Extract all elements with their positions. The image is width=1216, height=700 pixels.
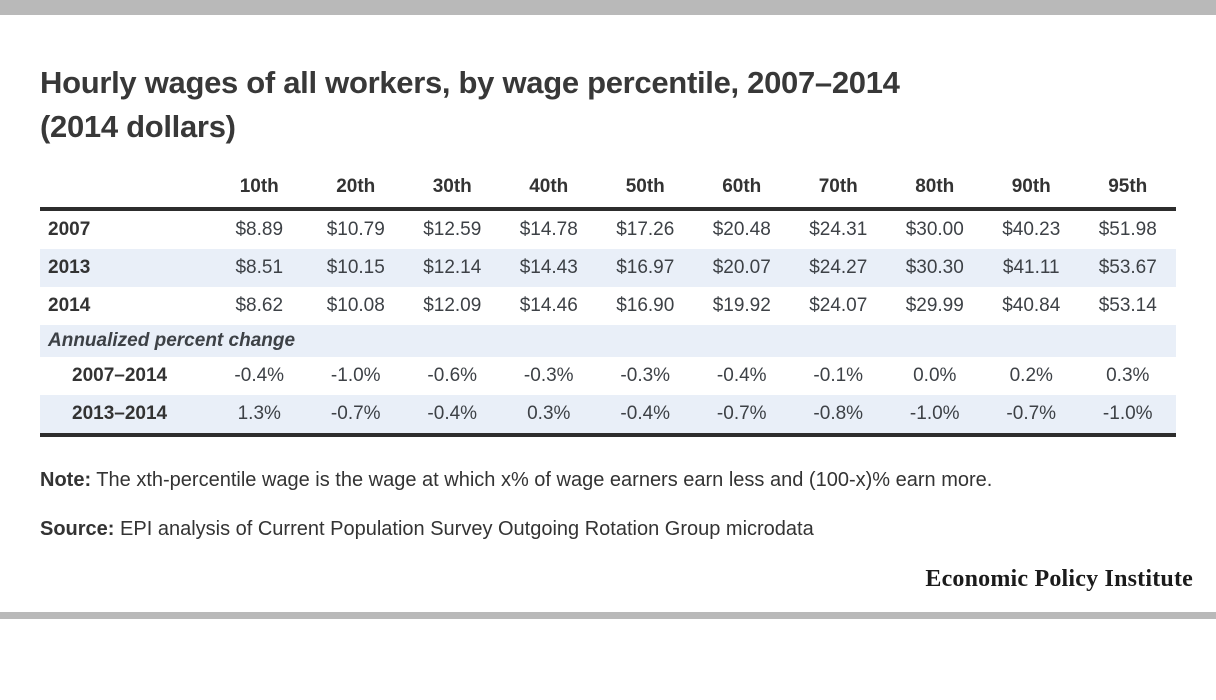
data-cell: $12.09 (423, 295, 482, 316)
data-cell: $17.26 (616, 219, 675, 240)
data-cell: $24.07 (809, 295, 868, 316)
row-label: 2007 (48, 219, 91, 240)
data-cell: $20.48 (712, 219, 771, 240)
data-cell: $20.07 (712, 257, 771, 278)
bottom-divider-bar (0, 612, 1216, 619)
data-cell: $8.51 (235, 257, 284, 278)
source-text: Source: EPI analysis of Current Populati… (40, 514, 1080, 544)
header-cell-percentile: 20th (307, 172, 404, 211)
data-cell: $53.67 (1098, 257, 1157, 278)
data-cell: 0.0% (913, 365, 957, 386)
top-divider-bar (0, 0, 1216, 15)
header-cell-percentile: 10th (211, 172, 308, 211)
data-cell: -1.0% (330, 365, 381, 386)
data-cell: -0.7% (1006, 403, 1057, 424)
wage-table-header-row: 10th 20th 30th 40th 50th 60th 70th 80th 90th 95th (40, 172, 1176, 211)
header-cell-percentile: 80th (886, 172, 983, 211)
data-cell: $40.23 (1002, 219, 1061, 240)
data-cell: $8.62 (235, 295, 284, 316)
figure-content: Hourly wages of all workers, by wage per… (0, 61, 1216, 593)
data-cell: -0.1% (813, 365, 864, 386)
epi-logo-wordmark: Economic Policy Institute (925, 566, 1193, 592)
data-cell: $53.14 (1098, 295, 1157, 316)
data-cell: 0.3% (1106, 365, 1150, 386)
note-text: Note: The xth-percentile wage is the wag… (40, 465, 1080, 495)
data-cell: $51.98 (1098, 219, 1157, 240)
header-cell-empty (40, 172, 211, 211)
data-cell: $41.11 (1002, 257, 1060, 278)
source-body: EPI analysis of Current Population Surve… (114, 518, 814, 540)
header-cell-percentile: 70th (790, 172, 887, 211)
data-cell: -0.4% (716, 365, 767, 386)
section-header-label: Annualized percent change (48, 330, 296, 351)
data-cell: -0.6% (427, 365, 478, 386)
data-cell: $12.59 (423, 219, 482, 240)
data-cell: $8.89 (235, 219, 284, 240)
source-label: Source: (40, 518, 115, 540)
table-row: 2013–2014 1.3% -0.7% -0.4% 0.3% -0.4% -0.7% -0.… (40, 395, 1176, 435)
header-cell-percentile: 50th (597, 172, 694, 211)
header-cell-percentile: 60th (693, 172, 790, 211)
note-body: The xth-percentile wage is the wage at w… (91, 469, 993, 491)
header-cell-percentile: 40th (500, 172, 597, 211)
table-row: 2014 $8.62 $10.08 $12.09 $14.46 $16.90 $19.92 $… (40, 287, 1176, 325)
data-cell: 0.3% (527, 403, 571, 424)
data-cell: $24.31 (809, 219, 868, 240)
data-cell: -0.4% (620, 403, 671, 424)
data-cell: $14.46 (519, 295, 578, 316)
page-title-line-2: (2014 dollars) (40, 109, 236, 144)
table-row: 2007 $8.89 $10.79 $12.59 $14.78 $17.26 $20.48 $… (40, 209, 1176, 249)
wage-percentile-table: 10th 20th 30th 40th 50th 60th 70th 80th 90th 95th… (40, 172, 1176, 437)
row-label: 2014 (48, 295, 91, 316)
data-cell: $16.97 (616, 257, 675, 278)
data-cell: $14.78 (519, 219, 578, 240)
header-cell-percentile: 95th (1079, 172, 1176, 211)
data-cell: $30.30 (905, 257, 964, 278)
page-title: Hourly wages of all workers, by wage per… (40, 61, 1176, 149)
row-label: 2013–2014 (72, 403, 168, 424)
data-cell: -0.8% (813, 403, 864, 424)
data-cell: -0.7% (716, 403, 767, 424)
table-row: 2007–2014 -0.4% -1.0% -0.6% -0.3% -0.3% -0.4% -… (40, 357, 1176, 395)
page-title-line-1: Hourly wages of all workers, by wage per… (40, 65, 900, 100)
row-label: 2013 (48, 257, 91, 278)
wage-table-body: 2007 $8.89 $10.79 $12.59 $14.78 $17.26 $20.48 $… (40, 209, 1176, 435)
data-cell: -0.4% (234, 365, 285, 386)
logo-row: Economic Policy Institute (40, 565, 1193, 593)
data-cell: -1.0% (909, 403, 960, 424)
table-row: Annualized percent change (40, 325, 1176, 357)
table-row: 2013 $8.51 $10.15 $12.14 $14.43 $16.97 $20.07 $… (40, 249, 1176, 287)
data-cell: -0.7% (330, 403, 381, 424)
data-cell: $10.08 (326, 295, 385, 316)
data-cell: $12.14 (423, 257, 482, 278)
data-cell: $29.99 (905, 295, 964, 316)
data-cell: $40.84 (1002, 295, 1061, 316)
data-cell: $10.79 (326, 219, 385, 240)
data-cell: $19.92 (712, 295, 771, 316)
data-cell: $30.00 (905, 219, 964, 240)
header-cell-percentile: 30th (404, 172, 501, 211)
data-cell: -1.0% (1102, 403, 1153, 424)
data-cell: $24.27 (809, 257, 868, 278)
data-cell: $14.43 (519, 257, 578, 278)
header-cell-percentile: 90th (983, 172, 1080, 211)
data-cell: 1.3% (237, 403, 281, 424)
data-cell: -0.4% (427, 403, 478, 424)
note-label: Note: (40, 469, 92, 491)
row-label: 2007–2014 (72, 365, 168, 386)
data-cell: $16.90 (616, 295, 675, 316)
data-cell: -0.3% (620, 365, 671, 386)
data-cell: $10.15 (326, 257, 385, 278)
data-cell: 0.2% (1009, 365, 1053, 386)
data-cell: -0.3% (523, 365, 574, 386)
